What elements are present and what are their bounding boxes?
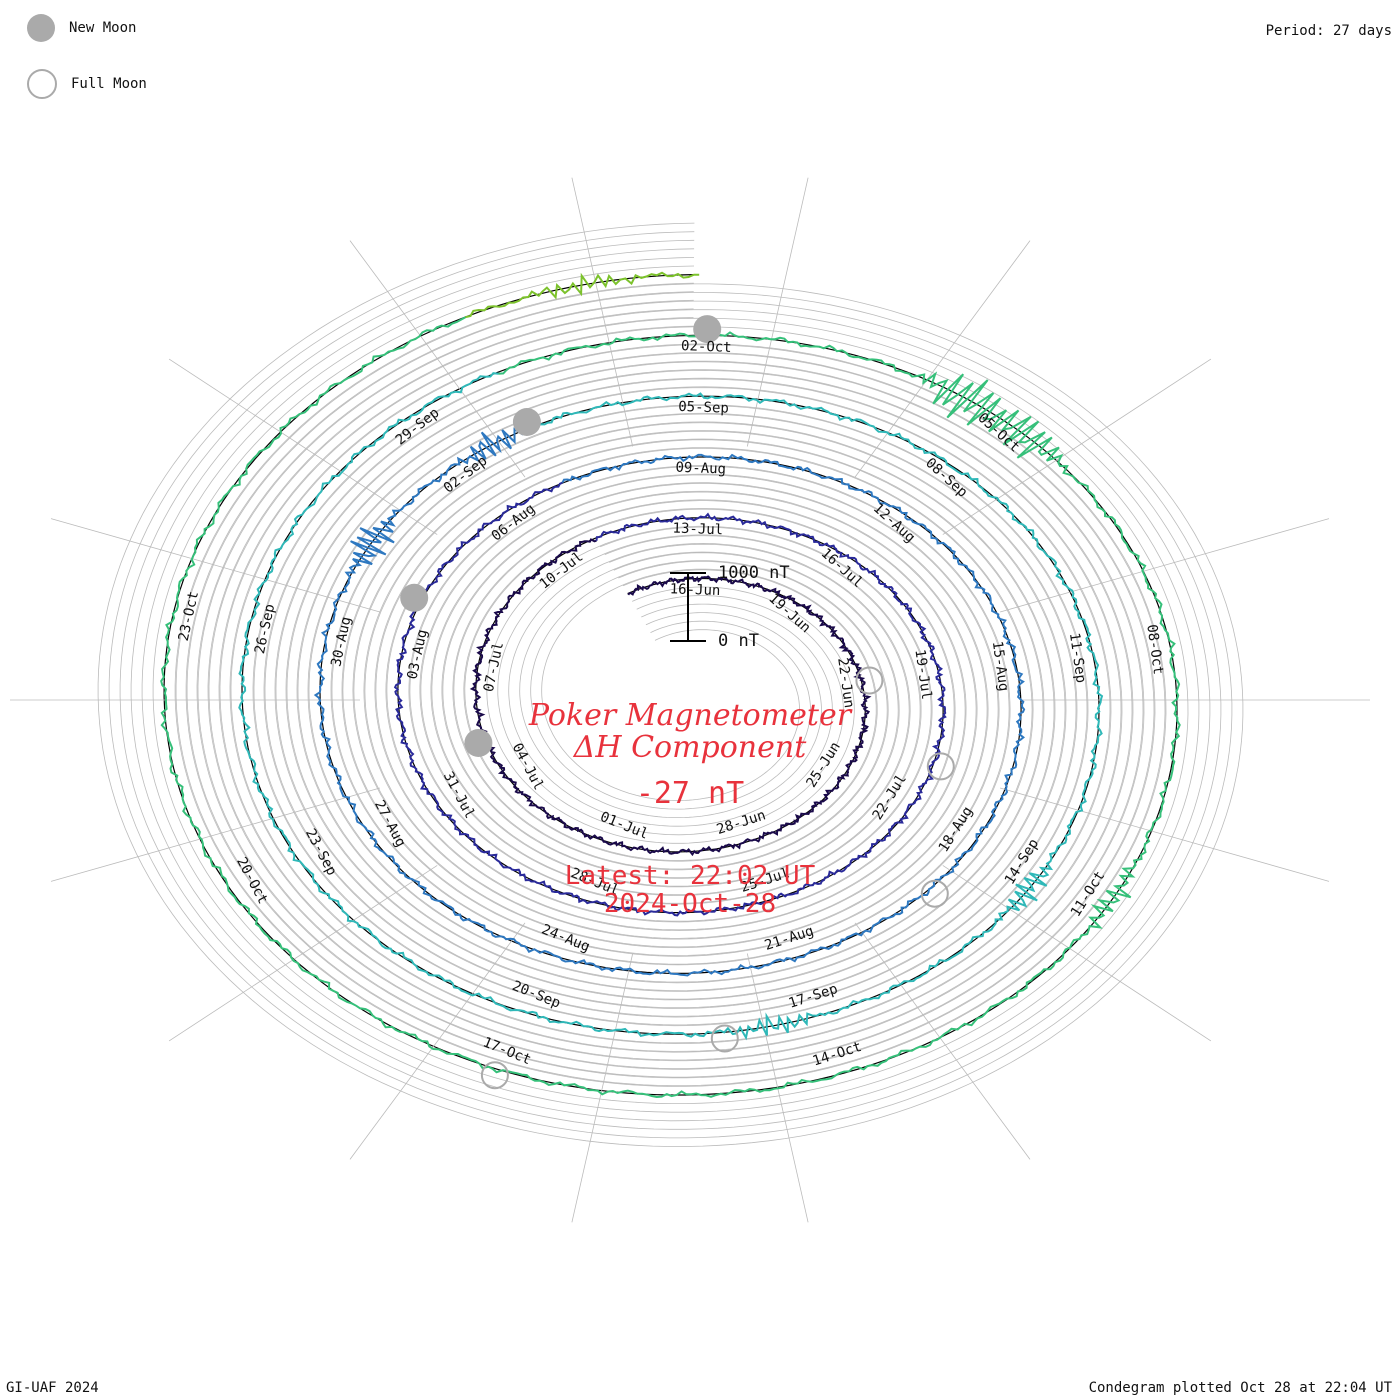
trace-revolution-2 [393, 481, 947, 917]
full-moon-icon [27, 69, 57, 99]
date-label: 11-Sep [1066, 632, 1089, 684]
new-moon-icon [27, 14, 55, 42]
radial-spoke [349, 240, 526, 478]
current-value-text: -27 nT [635, 776, 745, 811]
latest-block: Latest: 22:02 UT 2024-Oct-28 [480, 862, 900, 918]
legend-new-moon-label: New Moon [69, 20, 137, 36]
chart-title: Poker Magnetometer ΔH Component [480, 700, 900, 764]
radial-spoke [50, 518, 381, 613]
radial-spoke [50, 787, 381, 882]
grid-ring [196, 299, 1145, 1070]
trace-layer [160, 271, 1181, 1099]
moon-marker-layer [400, 315, 955, 1090]
grid-ring [207, 308, 1134, 1062]
grid-ring [152, 265, 1189, 1104]
date-label: 05-Sep [678, 399, 729, 417]
grid-ring [141, 257, 1200, 1113]
full-moon-marker [926, 752, 955, 781]
radial-spoke [571, 953, 634, 1223]
full-moon-marker [920, 879, 949, 908]
date-label: 26-Sep [252, 603, 278, 656]
scale-bottom-label: 0 nT [718, 631, 759, 651]
radial-spoke [942, 358, 1212, 535]
grid-ring [97, 222, 1244, 1147]
legend-full-moon: Full Moon [27, 69, 147, 99]
date-label: 03-Aug [405, 628, 431, 681]
full-moon-marker [710, 1024, 739, 1053]
grid-ring [108, 231, 1233, 1139]
current-value: -27 nT [480, 776, 900, 811]
scale-top-label: 1000 nT [718, 563, 790, 583]
radial-spoke [999, 787, 1330, 882]
date-label: 08-Oct [1143, 623, 1166, 675]
new-moon-marker [400, 583, 429, 612]
title-line-2: ΔH Component [573, 730, 807, 765]
trace-revolution-3 [313, 424, 1026, 977]
grid-layer [97, 222, 1244, 1147]
grid-ring [229, 325, 1112, 1045]
grid-ring [185, 291, 1156, 1079]
radial-spoke [168, 865, 438, 1042]
date-label: 13-Jul [672, 520, 723, 538]
date-label: 02-Oct [681, 338, 732, 356]
trace-revolution-5 [160, 316, 1181, 1099]
legend-full-moon-label: Full Moon [71, 76, 147, 92]
radial-spoke [854, 922, 1031, 1160]
radial-spoke [349, 922, 526, 1160]
date-label: 09-Aug [675, 460, 726, 478]
trace-revolution-4 [238, 372, 1104, 1041]
latest-time: Latest: 22:02 UT [564, 861, 816, 891]
legend-new-moon: New Moon [27, 14, 136, 42]
new-moon-marker [512, 408, 541, 436]
latest-date: 2024-Oct-28 [603, 889, 777, 919]
new-moon-marker [693, 315, 722, 344]
title-line-1: Poker Magnetometer [528, 698, 852, 733]
trace-revolution-1 [469, 538, 872, 857]
date-label: 16-Jun [669, 581, 720, 599]
new-moon-marker [464, 729, 493, 757]
trace-revolution-6 [465, 271, 700, 319]
period-label: Period: 27 days [1265, 23, 1392, 39]
grid-ring [218, 317, 1123, 1053]
radial-spoke [168, 358, 438, 535]
radial-spoke [571, 177, 634, 447]
radial-spoke [942, 865, 1212, 1042]
radial-spoke [854, 240, 1031, 478]
date-label: 01-Jul [598, 809, 651, 843]
full-moon-marker [480, 1061, 509, 1090]
full-moon-marker [855, 666, 884, 695]
date-label: 07-Jul [481, 641, 507, 694]
radial-spoke [999, 518, 1330, 613]
date-label: 23-Oct [176, 590, 202, 643]
grid-ring [119, 239, 1222, 1130]
credit-label: GI-UAF 2024 [6, 1380, 99, 1396]
date-label: 15-Aug [989, 640, 1012, 692]
date-label: 22-Jun [834, 657, 857, 709]
grid-ring [174, 282, 1167, 1087]
date-label: 19-Jul [911, 648, 934, 700]
grid-ring [130, 248, 1211, 1122]
plotted-label: Condegram plotted Oct 28 at 22:04 UT [1088, 1380, 1392, 1396]
